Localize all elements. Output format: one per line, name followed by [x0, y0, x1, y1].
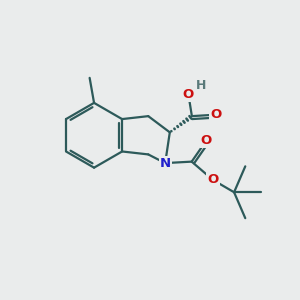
Text: N: N: [160, 157, 171, 169]
Text: O: O: [210, 108, 222, 121]
Text: O: O: [183, 88, 194, 100]
Text: O: O: [201, 134, 212, 147]
Text: H: H: [196, 79, 206, 92]
Text: O: O: [207, 173, 218, 186]
